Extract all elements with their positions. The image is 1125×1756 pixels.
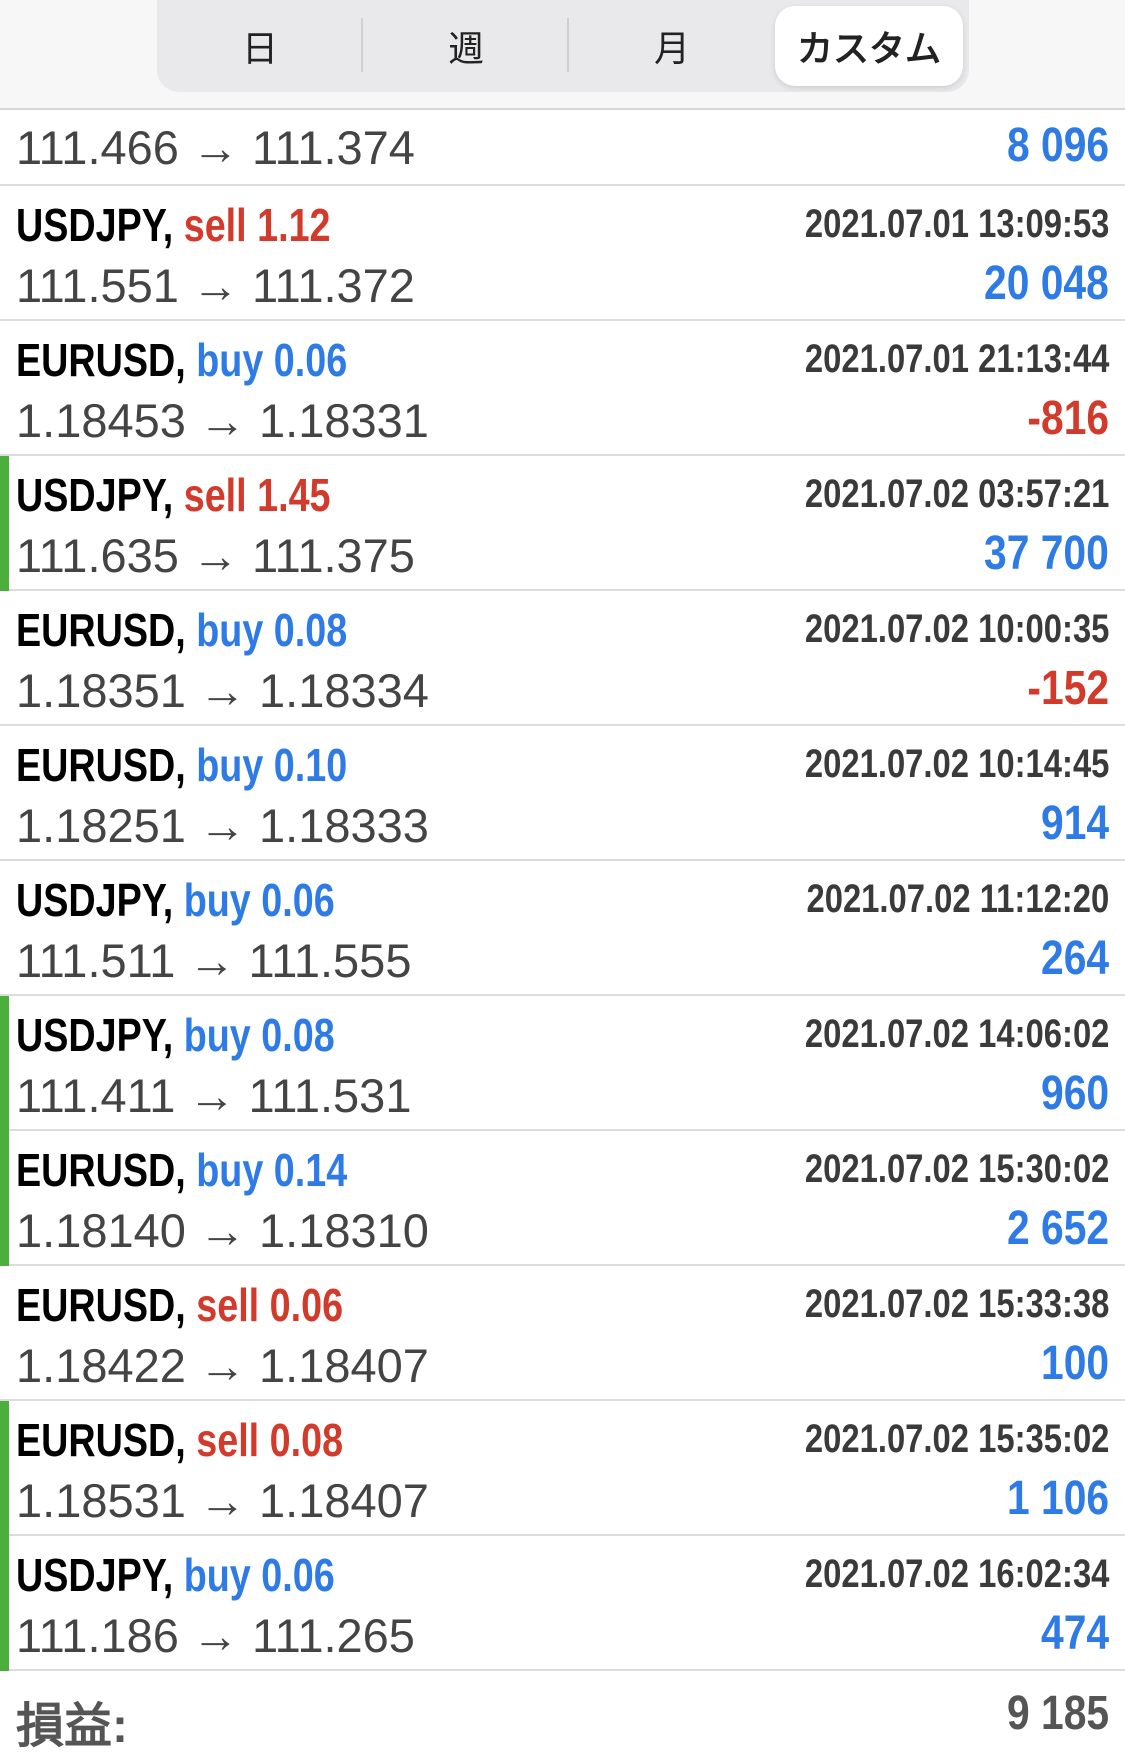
deal-title: EURUSD, sell 0.08 [16, 1413, 343, 1467]
deal-title: EURUSD, buy 0.10 [16, 738, 347, 792]
deal-profit: -816 [1027, 392, 1109, 445]
deal-symbol: EURUSD, [16, 739, 186, 791]
deal-prices: 1.18140 → 1.18310 [16, 1204, 429, 1257]
deal-profit: 37 700 [984, 527, 1109, 580]
profit-label: 損益: [16, 1700, 128, 1753]
profit-total: 9 185 [1006, 1687, 1109, 1740]
deal-profit: 2 652 [1006, 1202, 1109, 1255]
deal-prices: 111.186 → 111.265 [16, 1609, 415, 1662]
list-item[interactable]: EURUSD, buy 0.10 2021.07.02 10:14:45 1.1… [0, 726, 1125, 861]
deal-profit: 474 [1040, 1607, 1109, 1660]
deal-side-volume: sell 0.06 [196, 1279, 344, 1331]
list-item[interactable]: USDJPY, buy 0.06 2021.07.02 11:12:20 111… [0, 861, 1125, 996]
deal-profit: -152 [1027, 662, 1109, 715]
deal-symbol: EURUSD, [16, 334, 186, 386]
list-item[interactable]: USDJPY, sell 1.12 2021.07.01 13:09:53 11… [0, 186, 1125, 321]
deal-prices: 1.18453 → 1.18331 [16, 394, 429, 447]
deal-profit: 264 [1040, 932, 1109, 985]
deal-time: 2021.07.02 11:12:20 [806, 877, 1109, 921]
deal-symbol: EURUSD, [16, 1144, 186, 1196]
deal-side-volume: sell 1.45 [183, 469, 331, 521]
deal-list: 111.466 → 111.374 8 096 USDJPY, sell 1.1… [0, 110, 1125, 1671]
deal-profit: 1 106 [1006, 1472, 1109, 1525]
deal-prices: 111.635 → 111.375 [16, 529, 415, 582]
deal-symbol: USDJPY, [16, 199, 174, 251]
deal-symbol: EURUSD, [16, 1414, 186, 1466]
deal-prices: 1.18422 → 1.18407 [16, 1339, 429, 1392]
list-item[interactable]: 111.466 → 111.374 8 096 [0, 110, 1125, 186]
deal-time: 2021.07.02 16:02:34 [804, 1552, 1109, 1596]
deal-profit: 8 096 [1006, 119, 1109, 172]
period-header: 日 週 月 カスタム [0, 0, 1125, 110]
list-item[interactable]: EURUSD, buy 0.06 2021.07.01 21:13:44 1.1… [0, 321, 1125, 456]
deal-time: 2021.07.02 03:57:21 [804, 472, 1109, 516]
deal-side-volume: buy 0.06 [196, 334, 348, 386]
deal-side-volume: buy 0.10 [196, 739, 348, 791]
deal-profit: 100 [1040, 1337, 1109, 1390]
deal-prices: 1.18531 → 1.18407 [16, 1474, 429, 1527]
deal-time: 2021.07.01 21:13:44 [804, 337, 1109, 381]
deal-time: 2021.07.02 10:00:35 [804, 607, 1109, 651]
deal-symbol: USDJPY, [16, 469, 174, 521]
deal-title: USDJPY, sell 1.45 [16, 468, 331, 522]
tab-month[interactable]: 月 [653, 28, 690, 69]
deal-profit: 960 [1040, 1067, 1109, 1120]
deal-profit: 20 048 [984, 257, 1109, 310]
deal-time: 2021.07.02 10:14:45 [804, 742, 1109, 786]
deal-prices: 111.511 → 111.555 [16, 934, 412, 987]
deal-side-volume: sell 1.12 [183, 199, 331, 251]
deal-symbol: USDJPY, [16, 1549, 174, 1601]
tab-custom[interactable]: カスタム [775, 6, 963, 86]
tab-week[interactable]: 週 [363, 0, 569, 92]
deal-title: EURUSD, sell 0.06 [16, 1278, 343, 1332]
deal-side-volume: buy 0.06 [183, 1549, 335, 1601]
deal-prices: 111.551 → 111.372 [16, 259, 415, 312]
deal-time: 2021.07.02 14:06:02 [804, 1012, 1109, 1056]
deal-time: 2021.07.02 15:30:02 [804, 1147, 1109, 1191]
deal-symbol: EURUSD, [16, 604, 186, 656]
deal-time: 2021.07.02 15:33:38 [804, 1282, 1109, 1326]
list-item[interactable]: EURUSD, sell 0.08 2021.07.02 15:35:02 1.… [0, 1401, 1125, 1536]
list-item[interactable]: EURUSD, buy 0.08 2021.07.02 10:00:35 1.1… [0, 591, 1125, 726]
deal-prices: 111.466 → 111.374 [16, 121, 415, 174]
deal-time: 2021.07.02 15:35:02 [804, 1417, 1109, 1461]
deal-title: USDJPY, buy 0.06 [16, 1548, 335, 1602]
deal-side-volume: buy 0.08 [196, 604, 348, 656]
deal-prices: 111.411 → 111.531 [16, 1069, 412, 1122]
list-item[interactable]: EURUSD, sell 0.06 2021.07.02 15:33:38 1.… [0, 1266, 1125, 1401]
deal-prices: 1.18351 → 1.18334 [16, 664, 429, 717]
deal-title: EURUSD, buy 0.06 [16, 333, 347, 387]
list-item[interactable]: USDJPY, buy 0.06 2021.07.02 16:02:34 111… [0, 1536, 1125, 1671]
deal-symbol: USDJPY, [16, 1009, 174, 1061]
list-item[interactable]: USDJPY, buy 0.08 2021.07.02 14:06:02 111… [0, 996, 1125, 1131]
deal-side-volume: buy 0.06 [183, 874, 335, 926]
deal-side-volume: sell 0.08 [196, 1414, 344, 1466]
tab-day[interactable]: 日 [157, 0, 363, 92]
deal-title: EURUSD, buy 0.08 [16, 603, 347, 657]
summary-footer: 損益: 9 185 [0, 1672, 1125, 1755]
deal-title: EURUSD, buy 0.14 [16, 1143, 347, 1197]
list-item[interactable]: EURUSD, buy 0.14 2021.07.02 15:30:02 1.1… [0, 1131, 1125, 1266]
deal-symbol: EURUSD, [16, 1279, 186, 1331]
deal-side-volume: buy 0.14 [196, 1144, 348, 1196]
deal-time: 2021.07.01 13:09:53 [804, 202, 1109, 246]
deal-title: USDJPY, buy 0.06 [16, 873, 335, 927]
deal-title: USDJPY, sell 1.12 [16, 198, 331, 252]
period-segmented-control: 日 週 月 カスタム [157, 0, 969, 92]
list-item[interactable]: USDJPY, sell 1.45 2021.07.02 03:57:21 11… [0, 456, 1125, 591]
deal-profit: 914 [1040, 797, 1109, 850]
deal-side-volume: buy 0.08 [183, 1009, 335, 1061]
deal-symbol: USDJPY, [16, 874, 174, 926]
deal-title: USDJPY, buy 0.08 [16, 1008, 335, 1062]
deal-prices: 1.18251 → 1.18333 [16, 799, 429, 852]
